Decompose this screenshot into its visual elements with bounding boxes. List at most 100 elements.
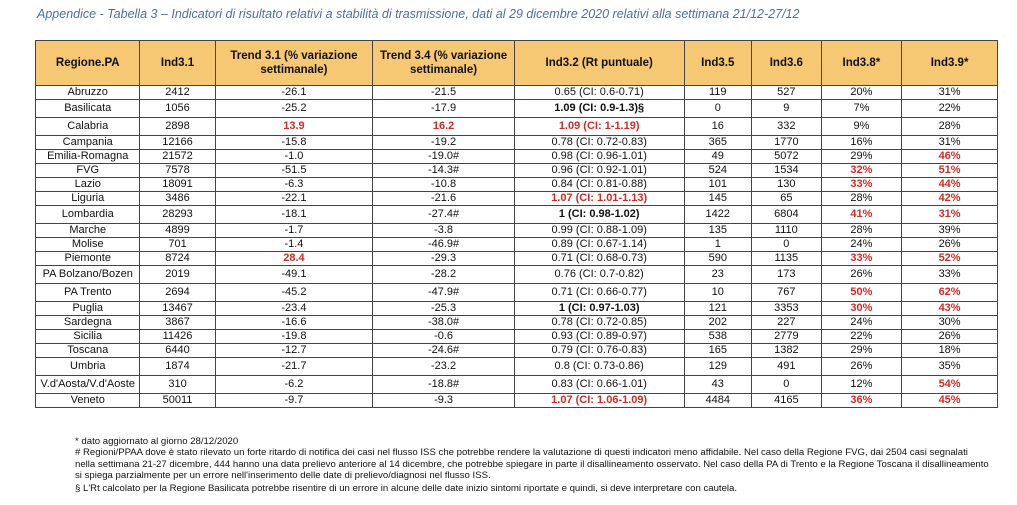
table-row: Calabria 2898 13.9 16.2 1.09 (CI: 1-1.19) 16 3… (34, 117, 998, 136)
cell-ind3-8: 24% (820, 237, 903, 252)
cell-regione: Veneto (34, 393, 141, 408)
table-row: Molise 701 -1.4 -46.9# 0.89 (CI: 0.67-1.14) 1… (34, 237, 998, 252)
cell-regione: Calabria (34, 117, 141, 136)
header-row: Regione.PA Ind3.1 Trend 3.1 (% variazion… (34, 40, 998, 86)
cell-ind3-6: 0 (751, 375, 822, 394)
footnote-asterisk: * dato aggiornato al giorno 28/12/2020 (75, 436, 239, 447)
col-header-ind3-2: Ind3.2 (Rt puntuale) (513, 40, 685, 86)
cell-ind3-9: 39% (901, 223, 998, 238)
table-row: Emilia-Romagna 21572 -1.0 -19.0# 0.98 (CI: 0… (34, 149, 998, 164)
cell-ind3-1: 2412 (139, 85, 216, 100)
cell-trend3-1: -1.4 (214, 237, 374, 252)
cell-trend3-4: -19.0# (372, 149, 515, 164)
cell-ind3-6: 5072 (751, 149, 822, 164)
cell-regione: Marche (34, 223, 141, 238)
table-row: V.d'Aosta/V.d'Aoste 310 -6.2 -18.8# 0.83 (CI… (34, 375, 998, 394)
cell-ind3-5: 165 (683, 343, 753, 358)
cell-ind3-8: 12% (820, 375, 903, 394)
cell-ind3-1: 2019 (139, 265, 216, 284)
cell-regione: V.d'Aosta/V.d'Aoste (34, 375, 141, 394)
cell-trend3-1: -1.7 (214, 223, 374, 238)
cell-ind3-8: 33% (820, 177, 903, 192)
cell-regione: Sicilia (34, 329, 141, 344)
cell-ind3-5: 129 (683, 357, 753, 376)
cell-ind3-8: 29% (820, 343, 903, 358)
cell-trend3-1: -21.7 (214, 357, 374, 376)
cell-ind3-1: 3867 (139, 315, 216, 330)
cell-regione: Emilia-Romagna (34, 149, 141, 164)
footnotes: * dato aggiornato al giorno 28/12/2020 #… (75, 436, 990, 494)
cell-trend3-4: -27.4# (372, 205, 515, 224)
cell-ind3-6: 4165 (751, 393, 822, 408)
cell-trend3-1: -18.1 (214, 205, 374, 224)
cell-trend3-1: -22.1 (214, 191, 374, 206)
cell-ind3-2: 1.09 (CI: 0.9-1.3)§ (513, 99, 685, 118)
table-body: Abruzzo 2412 -26.1 -21.5 0.65 (CI: 0.6-0.71)… (34, 85, 998, 408)
cell-ind3-1: 1874 (139, 357, 216, 376)
cell-ind3-9: 26% (901, 237, 998, 252)
cell-ind3-8: 26% (820, 357, 903, 376)
col-header-ind3-9: Ind3.9* (901, 40, 998, 86)
cell-trend3-4: -21.5 (372, 85, 515, 100)
cell-regione: FVG (34, 163, 141, 178)
cell-ind3-1: 1056 (139, 99, 216, 118)
cell-trend3-1: -26.1 (214, 85, 374, 100)
cell-regione: Toscana (34, 343, 141, 358)
cell-ind3-8: 41% (820, 205, 903, 224)
cell-ind3-5: 202 (683, 315, 753, 330)
cell-trend3-4: -10.8 (372, 177, 515, 192)
cell-ind3-8: 26% (820, 265, 903, 284)
table-row: PA Trento 2694 -45.2 -47.9# 0.71 (CI: 0.66-0… (34, 283, 998, 302)
cell-ind3-2: 0.76 (CI: 0.7-0.82) (513, 265, 685, 284)
cell-ind3-2: 0.99 (CI: 0.88-1.09) (513, 223, 685, 238)
cell-ind3-6: 1382 (751, 343, 822, 358)
cell-ind3-5: 1 (683, 237, 753, 252)
cell-trend3-1: -6.2 (214, 375, 374, 394)
cell-ind3-5: 101 (683, 177, 753, 192)
cell-ind3-1: 50011 (139, 393, 216, 408)
cell-ind3-6: 0 (751, 237, 822, 252)
cell-trend3-4: -25.3 (372, 301, 515, 316)
cell-ind3-1: 701 (139, 237, 216, 252)
col-header-ind3-8: Ind3.8* (820, 40, 903, 86)
cell-trend3-4: -29.3 (372, 251, 515, 266)
cell-ind3-2: 1.09 (CI: 1-1.19) (513, 117, 685, 136)
cell-ind3-2: 1 (CI: 0.98-1.02) (513, 205, 685, 224)
table-row: Campania 12166 -15.8 -19.2 0.78 (CI: 0.72-0.… (34, 135, 998, 150)
cell-ind3-2: 0.83 (CI: 0.66-1.01) (513, 375, 685, 394)
cell-ind3-9: 28% (901, 117, 998, 136)
table-row: Toscana 6440 -12.7 -24.6# 0.79 (CI: 0.76-0.8… (34, 343, 998, 358)
cell-ind3-2: 1.07 (CI: 1.01-1.13) (513, 191, 685, 206)
cell-ind3-9: 44% (901, 177, 998, 192)
table-row: Lombardia 28293 -18.1 -27.4# 1 (CI: 0.98-1.0… (34, 205, 998, 224)
cell-ind3-2: 1.07 (CI: 1.06-1.09) (513, 393, 685, 408)
table-row: Sardegna 3867 -16.6 -38.0# 0.78 (CI: 0.72-0.… (34, 315, 998, 330)
table-row: Liguria 3486 -22.1 -21.6 1.07 (CI: 1.01-1.13… (34, 191, 998, 206)
cell-ind3-9: 22% (901, 99, 998, 118)
cell-ind3-9: 62% (901, 283, 998, 302)
cell-ind3-1: 12166 (139, 135, 216, 150)
cell-ind3-9: 30% (901, 315, 998, 330)
table-row: Umbria 1874 -21.7 -23.2 0.8 (CI: 0.73-0.86) 1… (34, 357, 998, 376)
cell-ind3-2: 0.79 (CI: 0.76-0.83) (513, 343, 685, 358)
cell-regione: Basilicata (34, 99, 141, 118)
cell-ind3-6: 9 (751, 99, 822, 118)
cell-ind3-8: 32% (820, 163, 903, 178)
cell-ind3-1: 18091 (139, 177, 216, 192)
table-row: Marche 4899 -1.7 -3.8 0.99 (CI: 0.88-1.09) 13… (34, 223, 998, 238)
cell-regione: Puglia (34, 301, 141, 316)
col-header-ind3-6: Ind3.6 (751, 40, 822, 86)
cell-ind3-5: 4484 (683, 393, 753, 408)
cell-trend3-4: -47.9# (372, 283, 515, 302)
cell-regione: Liguria (34, 191, 141, 206)
cell-ind3-8: 33% (820, 251, 903, 266)
cell-ind3-5: 538 (683, 329, 753, 344)
cell-ind3-8: 28% (820, 191, 903, 206)
cell-ind3-9: 18% (901, 343, 998, 358)
cell-trend3-1: -9.7 (214, 393, 374, 408)
cell-regione: Campania (34, 135, 141, 150)
cell-ind3-6: 1135 (751, 251, 822, 266)
table-row: Puglia 13467 -23.4 -25.3 1 (CI: 0.97-1.03) 12… (34, 301, 998, 316)
cell-trend3-1: -12.7 (214, 343, 374, 358)
cell-ind3-2: 0.89 (CI: 0.67-1.14) (513, 237, 685, 252)
